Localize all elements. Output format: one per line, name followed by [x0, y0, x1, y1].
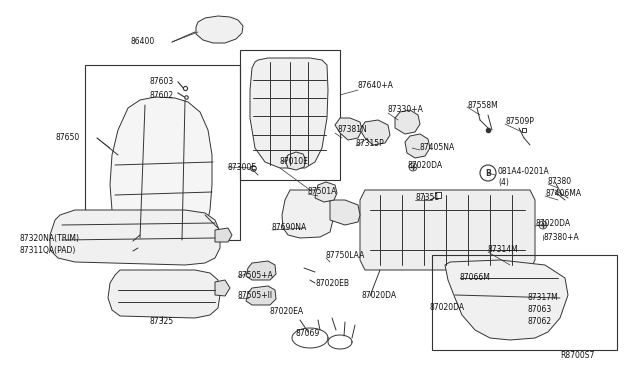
PathPatch shape: [395, 110, 420, 134]
PathPatch shape: [360, 120, 390, 145]
Text: 87380+A: 87380+A: [543, 232, 579, 241]
Text: 87405NA: 87405NA: [420, 144, 455, 153]
Text: 87325: 87325: [150, 317, 174, 327]
PathPatch shape: [315, 182, 337, 202]
Text: 87010E: 87010E: [280, 157, 309, 167]
Text: 87505+A: 87505+A: [238, 270, 274, 279]
PathPatch shape: [110, 97, 212, 243]
Text: 87020DA: 87020DA: [362, 292, 397, 301]
PathPatch shape: [285, 152, 306, 170]
Text: 87690NA: 87690NA: [272, 222, 307, 231]
PathPatch shape: [405, 134, 430, 158]
Text: 87406MA: 87406MA: [545, 189, 581, 198]
Text: 87315P: 87315P: [356, 138, 385, 148]
PathPatch shape: [215, 280, 230, 296]
Text: 87066M: 87066M: [460, 273, 491, 282]
Bar: [240, 50, 340, 180]
Text: 87069: 87069: [295, 330, 319, 339]
Text: 87300E: 87300E: [228, 163, 257, 171]
PathPatch shape: [246, 261, 276, 280]
PathPatch shape: [108, 270, 220, 318]
Text: 86400: 86400: [131, 38, 155, 46]
PathPatch shape: [196, 16, 243, 43]
PathPatch shape: [50, 210, 220, 265]
Text: 87020DA: 87020DA: [535, 218, 570, 228]
Text: 87062: 87062: [528, 317, 552, 327]
PathPatch shape: [215, 228, 232, 242]
PathPatch shape: [250, 58, 328, 168]
PathPatch shape: [330, 200, 360, 225]
PathPatch shape: [246, 286, 276, 305]
Text: 87317M: 87317M: [528, 294, 559, 302]
Text: 87320NA(TRIM): 87320NA(TRIM): [20, 234, 80, 244]
Text: 87020EB: 87020EB: [316, 279, 350, 288]
Text: 87602: 87602: [150, 90, 174, 99]
Text: 87650: 87650: [55, 134, 79, 142]
Bar: [85, 65, 240, 240]
Bar: [432, 255, 617, 350]
Text: 87020DA: 87020DA: [408, 160, 443, 170]
Text: 87505+II: 87505+II: [238, 292, 273, 301]
Text: 87750LAA: 87750LAA: [326, 251, 365, 260]
Text: 87558M: 87558M: [468, 100, 499, 109]
Text: 87603: 87603: [150, 77, 174, 87]
Text: (4): (4): [498, 179, 509, 187]
Text: 87311QA(PAD): 87311QA(PAD): [20, 247, 76, 256]
Text: 87063: 87063: [528, 305, 552, 314]
Text: R8700S7: R8700S7: [561, 350, 595, 359]
Text: 87351: 87351: [415, 192, 439, 202]
Text: 081A4-0201A: 081A4-0201A: [498, 167, 550, 176]
PathPatch shape: [445, 260, 568, 340]
PathPatch shape: [360, 190, 535, 270]
Text: B: B: [485, 169, 491, 177]
Text: 87501A: 87501A: [308, 187, 337, 196]
Text: 87381N: 87381N: [338, 125, 368, 135]
PathPatch shape: [282, 190, 333, 238]
Text: 87314M: 87314M: [488, 244, 519, 253]
Text: 87020DA: 87020DA: [430, 304, 465, 312]
Text: 87380: 87380: [548, 176, 572, 186]
Text: 87020EA: 87020EA: [270, 307, 304, 315]
Text: 87509P: 87509P: [505, 118, 534, 126]
Text: 87330+A: 87330+A: [388, 106, 424, 115]
Text: 87640+A: 87640+A: [358, 80, 394, 90]
PathPatch shape: [335, 118, 362, 140]
